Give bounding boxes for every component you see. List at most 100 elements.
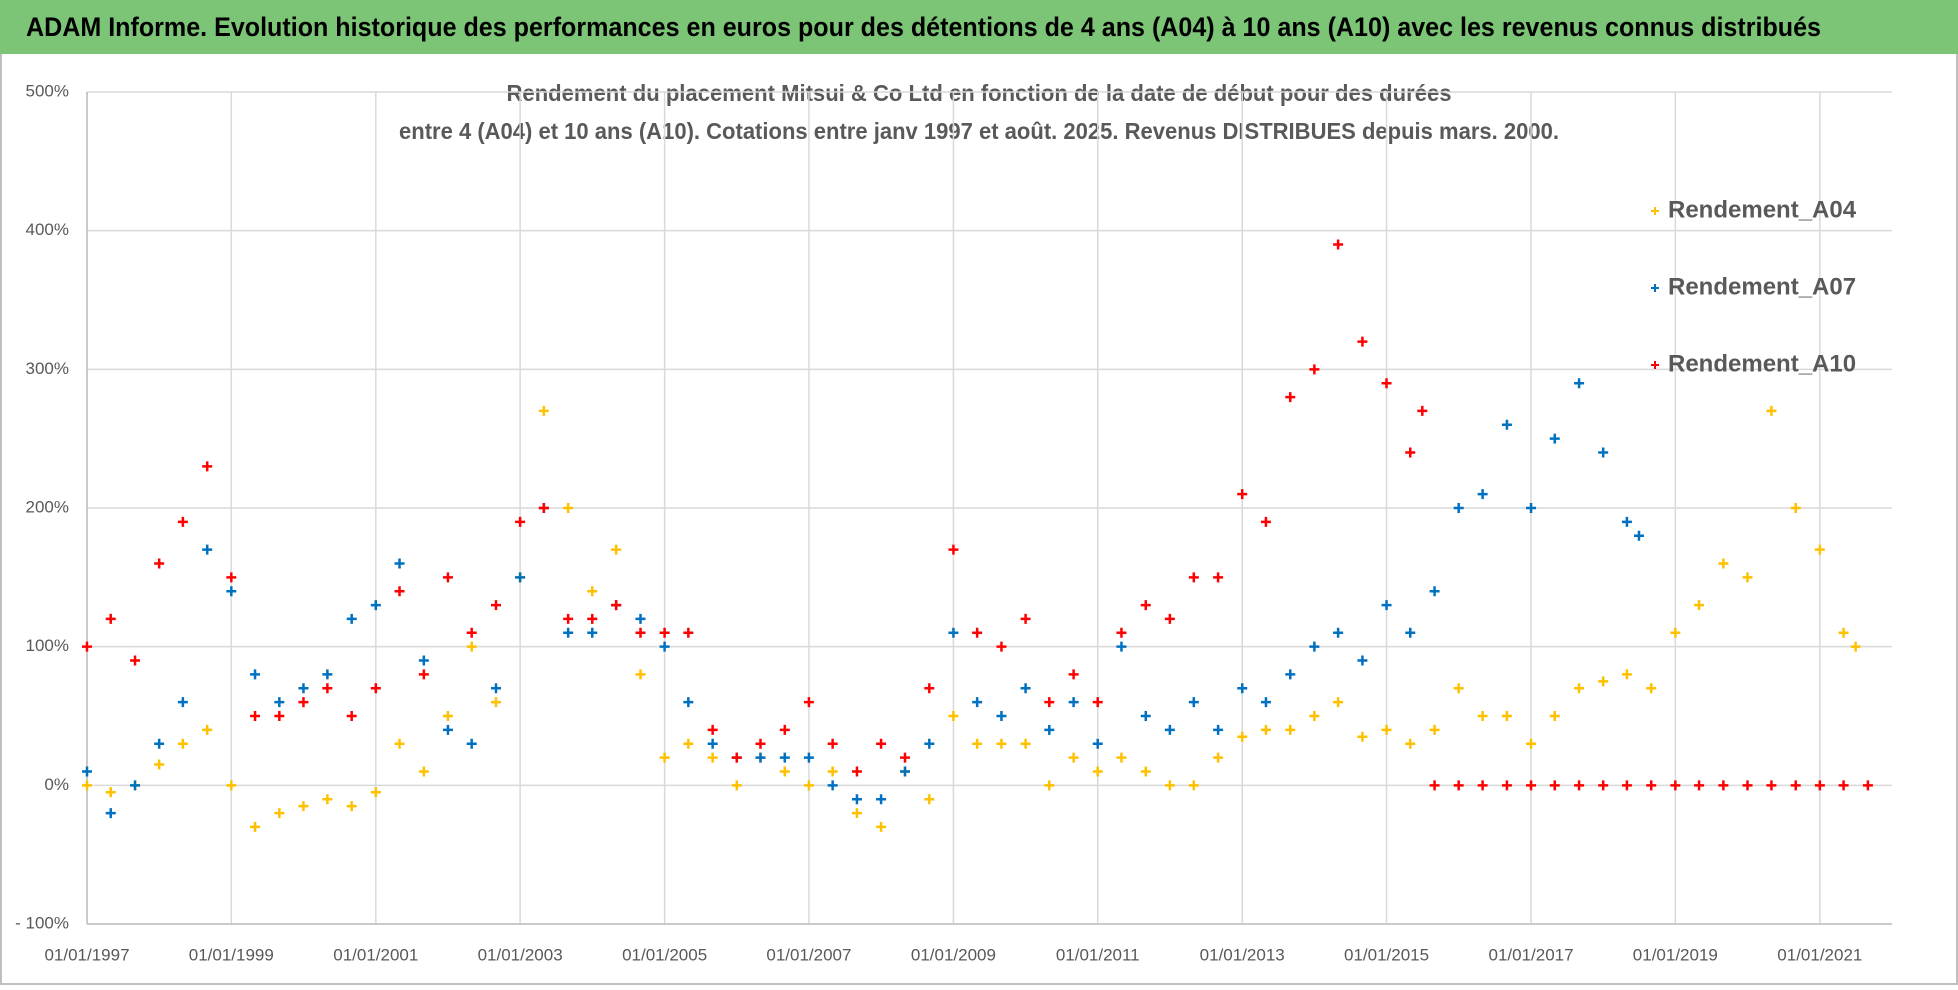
- point: [1309, 364, 1320, 375]
- legend-label: Rendement_A04: [1668, 196, 1857, 223]
- point: [1526, 503, 1537, 513]
- point: [707, 738, 718, 749]
- point: [779, 724, 790, 735]
- point: [466, 627, 477, 638]
- point: [899, 752, 910, 763]
- point: [1164, 780, 1175, 791]
- point: [1140, 766, 1151, 777]
- point: [1213, 572, 1224, 583]
- y-tick-label: 400%: [26, 220, 69, 239]
- point: [1598, 447, 1609, 458]
- point: [250, 669, 261, 680]
- point: [1068, 697, 1079, 708]
- point: [346, 801, 357, 812]
- point: [948, 711, 959, 721]
- point: [1260, 724, 1271, 735]
- point: [82, 641, 92, 652]
- point: [442, 724, 453, 735]
- point: [1020, 683, 1031, 694]
- point: [490, 683, 501, 694]
- point: [1453, 683, 1464, 694]
- point: [779, 752, 790, 763]
- point: [1501, 419, 1512, 430]
- point: [177, 697, 188, 708]
- point: [394, 738, 405, 749]
- point: [1574, 378, 1585, 389]
- x-tick-label: 01/01/2019: [1633, 945, 1718, 964]
- point: [1646, 683, 1657, 694]
- point: [370, 683, 381, 694]
- y-tick-label: 300%: [26, 359, 69, 378]
- point: [803, 697, 814, 708]
- point: [1477, 780, 1488, 791]
- y-tick-label: 500%: [26, 81, 69, 100]
- point: [394, 558, 405, 569]
- point: [803, 780, 814, 791]
- y-tick-label: - 100%: [15, 913, 69, 932]
- point: [1381, 724, 1392, 735]
- point: [322, 794, 333, 805]
- point: [1429, 586, 1440, 597]
- point: [1309, 711, 1320, 721]
- point: [1188, 780, 1199, 791]
- point: [274, 697, 285, 708]
- legend-label: Rendement_A10: [1668, 350, 1856, 377]
- point: [274, 808, 285, 819]
- point: [611, 544, 622, 555]
- point: [659, 627, 670, 638]
- point: [250, 711, 261, 721]
- series-0: [82, 405, 1861, 832]
- point: [298, 683, 309, 694]
- point: [1140, 600, 1151, 611]
- point: [1140, 711, 1151, 721]
- point: [948, 627, 959, 638]
- point: [1092, 697, 1103, 708]
- y-tick-label: 100%: [26, 636, 69, 655]
- point: [924, 683, 935, 694]
- point: [1598, 676, 1609, 687]
- point: [82, 780, 92, 791]
- point: [1020, 738, 1031, 749]
- point: [1405, 738, 1416, 749]
- point: [1068, 669, 1079, 680]
- point: [1357, 731, 1368, 742]
- point: [1357, 655, 1368, 666]
- point: [876, 738, 887, 749]
- point: [587, 627, 598, 638]
- point: [827, 766, 838, 777]
- point: [827, 780, 838, 791]
- point: [1718, 780, 1729, 791]
- point: [298, 801, 309, 812]
- point: [731, 752, 742, 763]
- point: [1526, 738, 1537, 749]
- point: [1333, 239, 1344, 250]
- point: [1309, 641, 1320, 652]
- point: [1044, 724, 1055, 735]
- point: [924, 794, 935, 805]
- series-2: [82, 239, 1873, 791]
- point: [1429, 780, 1440, 791]
- x-tick-label: 01/01/2013: [1200, 945, 1285, 964]
- point: [851, 808, 862, 819]
- point: [1092, 738, 1103, 749]
- point: [394, 586, 405, 597]
- point: [1549, 780, 1560, 791]
- point: [1526, 780, 1537, 791]
- point: [226, 572, 237, 583]
- point: [1850, 641, 1861, 652]
- point: [466, 641, 477, 652]
- point: [1285, 669, 1296, 680]
- point: [563, 613, 574, 624]
- point: [755, 738, 766, 749]
- point: [1814, 780, 1825, 791]
- chart-title: Rendement du placement Mitsui & Co Ltd e…: [507, 80, 1452, 106]
- point: [1417, 405, 1428, 416]
- point: [635, 627, 646, 638]
- point: [1164, 613, 1175, 624]
- point: [563, 503, 574, 513]
- point: [1068, 752, 1079, 763]
- point: [442, 711, 453, 721]
- point: [1862, 780, 1873, 791]
- point: [611, 600, 622, 611]
